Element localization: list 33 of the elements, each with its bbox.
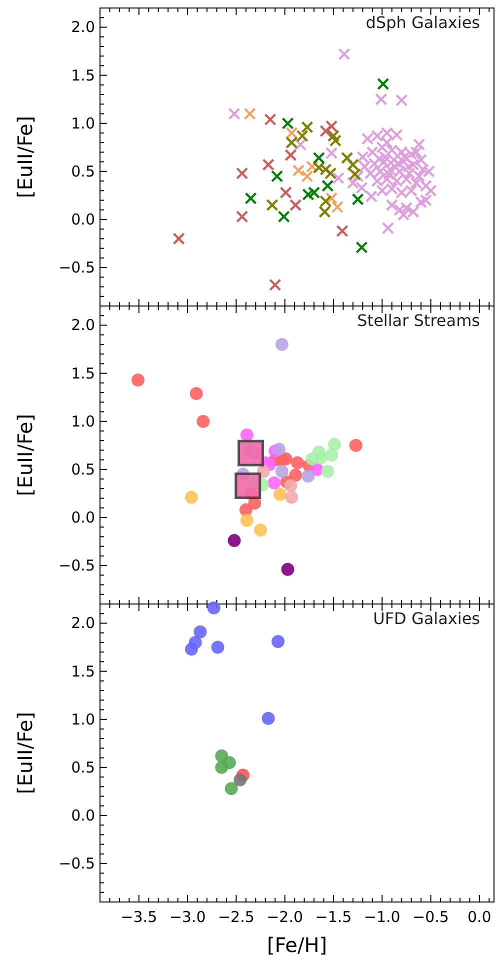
x-axis-title: [Fe/H] — [266, 933, 328, 957]
x-tick-label: −2.5 — [218, 908, 254, 926]
x-tick-label: −1.0 — [364, 908, 400, 926]
y-tick-label: 2.0 — [71, 614, 95, 632]
y-tick-label: 1.0 — [71, 710, 95, 728]
y-tick-label: 1.5 — [71, 662, 95, 680]
y-axis-title: [EuII/Fe] — [13, 116, 37, 198]
y-axis-title: [EuII/Fe] — [13, 414, 37, 496]
y-tick-label: −0.5 — [58, 854, 95, 873]
y-tick-label: 0.5 — [71, 758, 95, 776]
chart-title: dSph Galaxies — [366, 13, 480, 32]
y-tick-label: 1.5 — [71, 66, 95, 84]
y-tick-label: 1.5 — [71, 364, 95, 382]
y-tick-label: 2.0 — [71, 316, 95, 334]
y-tick-label: −0.5 — [58, 258, 95, 277]
y-tick-label: 0.5 — [71, 460, 95, 478]
x-tick-label: −2.0 — [266, 908, 304, 926]
y-tick-label: 0.0 — [71, 508, 95, 526]
x-tick-label: 0.0 — [467, 908, 492, 926]
y-tick-label: 0.0 — [71, 806, 95, 824]
chart-title: UFD Galaxies — [373, 609, 480, 628]
x-tick-label: −0.5 — [412, 908, 449, 926]
x-tick-label: −3.0 — [169, 908, 206, 926]
y-tick-label: 1.0 — [71, 114, 95, 132]
x-tick-label: −1.5 — [315, 908, 352, 926]
y-tick-label: 1.0 — [71, 412, 95, 430]
y-tick-label: −0.5 — [58, 556, 95, 575]
x-tick-label: −3.5 — [120, 908, 158, 926]
y-tick-label: 0.5 — [71, 162, 95, 180]
y-tick-label: 0.0 — [71, 210, 95, 228]
chart-title: Stellar Streams — [357, 311, 480, 330]
y-tick-label: 2.0 — [71, 18, 95, 36]
y-axis-title: [EuII/Fe] — [13, 712, 37, 794]
